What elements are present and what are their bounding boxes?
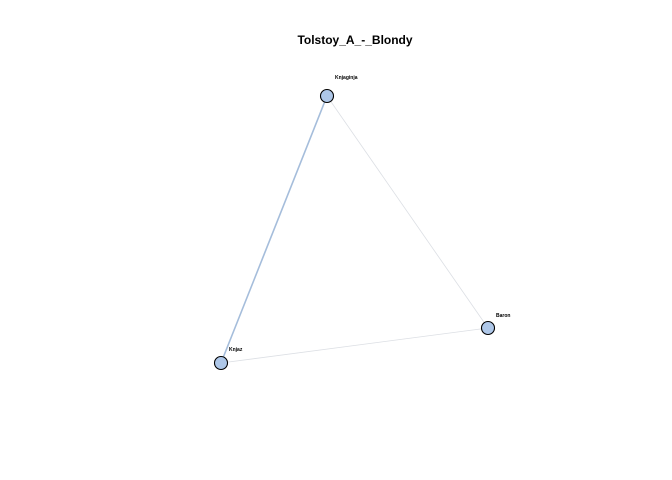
graph-title: Tolstoy_A_-_Blondy xyxy=(297,33,413,47)
edges-layer xyxy=(220,95,489,364)
node-knjaginja xyxy=(319,88,335,104)
node-label-knjaz: Knjaz xyxy=(229,347,243,353)
node-label-baron: Baron xyxy=(496,313,510,319)
edge-knjaginja-baron xyxy=(326,95,489,329)
node-knjaz xyxy=(213,355,229,371)
node-label-knjaginja: Knjaginja xyxy=(335,75,358,81)
edge-knjaginja-knjaz xyxy=(220,95,328,364)
edge-knjaz-baron xyxy=(220,327,489,364)
nodes-layer xyxy=(213,88,496,371)
node-baron xyxy=(480,320,496,336)
labels-layer: Knjaginja Knjaz Baron xyxy=(229,75,510,353)
